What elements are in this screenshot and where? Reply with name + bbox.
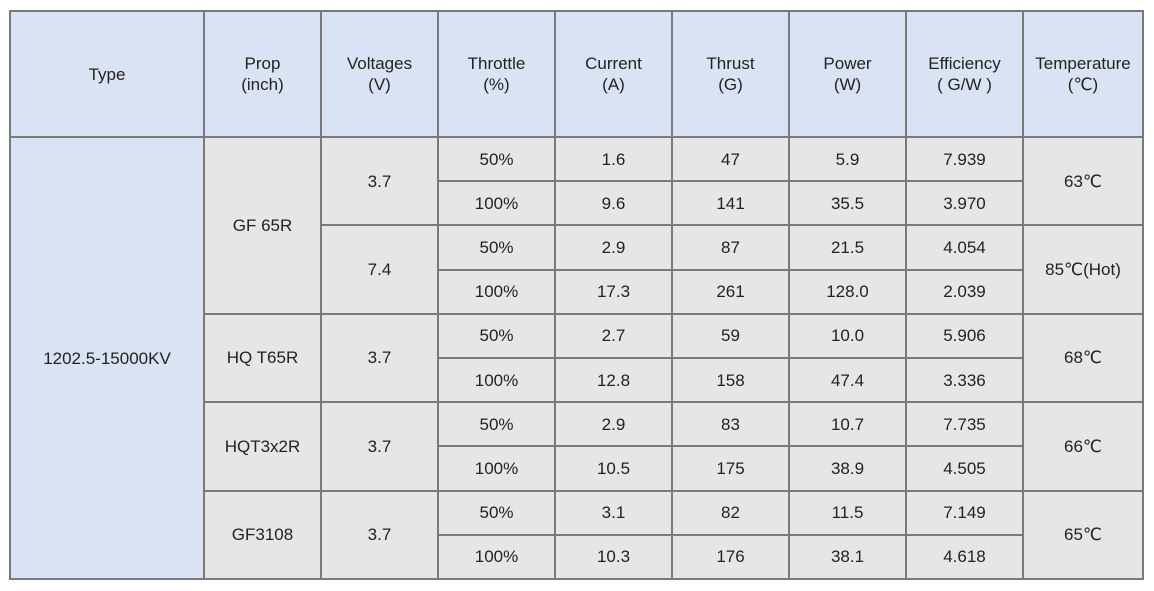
throttle-cell: 50% bbox=[437, 401, 556, 448]
thrust-cell: 158 bbox=[671, 356, 790, 404]
efficiency-cell: 2.039 bbox=[905, 268, 1024, 315]
header-prop: Prop (inch) bbox=[203, 10, 322, 138]
temperature-cell: 68℃ bbox=[1022, 312, 1144, 404]
table-row: 100% 17.3 261 128.0 2.039 bbox=[10, 268, 1143, 315]
thrust-cell: 261 bbox=[671, 268, 790, 315]
efficiency-cell: 5.906 bbox=[905, 312, 1024, 359]
table-row: HQT3x2R 3.7 50% 2.9 83 10.7 7.735 66℃ bbox=[10, 401, 1144, 492]
temperature-cell: 85℃(Hot) bbox=[1022, 224, 1144, 315]
power-cell: 21.5 bbox=[788, 224, 907, 271]
efficiency-cell: 4.618 bbox=[905, 533, 1024, 581]
header-current: Current (A) bbox=[554, 10, 673, 138]
type-cell: 1202.5-15000KV bbox=[9, 136, 205, 580]
power-cell: 128.0 bbox=[788, 268, 907, 315]
table-row: 7.4 50% 2.9 87 21.5 4.054 85℃(Hot) bbox=[10, 224, 1144, 315]
throttle-cell: 100% bbox=[437, 445, 556, 492]
current-cell: 2.9 bbox=[554, 224, 673, 271]
voltage-cell: 3.7 bbox=[320, 312, 439, 404]
motor-spec-table: Type Prop (inch) Voltages (V) Throttle (%) … bbox=[9, 10, 1144, 581]
throttle-cell: 100% bbox=[437, 356, 556, 404]
table-body: 1202.5-15000KV GF 65R 3.7 50% 1.6 47 5.9… bbox=[9, 135, 1144, 581]
power-cell: 47.4 bbox=[788, 356, 907, 404]
table-row: 100% 12.8 158 47.4 3.336 bbox=[10, 356, 1143, 404]
header-row: Type Prop (inch) Voltages (V) Throttle (%) … bbox=[9, 10, 1144, 138]
header-thrust: Thrust (G) bbox=[671, 10, 790, 138]
power-cell: 35.5 bbox=[788, 180, 907, 227]
throttle-cell: 50% bbox=[437, 489, 556, 536]
current-cell: 9.6 bbox=[554, 180, 673, 227]
efficiency-cell: 7.149 bbox=[905, 489, 1024, 536]
header-throttle: Throttle (%) bbox=[437, 10, 556, 138]
power-cell: 5.9 bbox=[788, 135, 907, 183]
table-row: 100% 9.6 141 35.5 3.970 bbox=[10, 180, 1143, 227]
current-cell: 1.6 bbox=[554, 135, 673, 183]
current-cell: 2.7 bbox=[554, 312, 673, 359]
table-header: Type Prop (inch) Voltages (V) Throttle (%) … bbox=[9, 10, 1144, 138]
throttle-cell: 50% bbox=[437, 135, 556, 183]
table-row: HQ T65R 3.7 50% 2.7 59 10.0 5.906 68℃ bbox=[10, 312, 1144, 404]
thrust-cell: 176 bbox=[671, 533, 790, 581]
throttle-cell: 100% bbox=[437, 268, 556, 315]
current-cell: 12.8 bbox=[554, 356, 673, 404]
prop-cell: GF3108 bbox=[203, 489, 322, 580]
voltage-cell: 3.7 bbox=[320, 135, 439, 227]
temperature-cell: 66℃ bbox=[1022, 401, 1144, 492]
thrust-cell: 59 bbox=[671, 312, 790, 359]
voltage-cell: 3.7 bbox=[320, 401, 439, 492]
table-row: 100% 10.5 175 38.9 4.505 bbox=[10, 445, 1143, 492]
thrust-cell: 83 bbox=[671, 401, 790, 448]
efficiency-cell: 4.054 bbox=[905, 224, 1024, 271]
temperature-cell: 65℃ bbox=[1022, 489, 1144, 580]
header-efficiency: Efficiency( G/W ) bbox=[905, 10, 1024, 138]
thrust-cell: 47 bbox=[671, 135, 790, 183]
power-cell: 10.7 bbox=[788, 401, 907, 448]
thrust-cell: 87 bbox=[671, 224, 790, 271]
thrust-cell: 175 bbox=[671, 445, 790, 492]
header-power: Power (W) bbox=[788, 10, 907, 138]
current-cell: 3.1 bbox=[554, 489, 673, 536]
prop-cell: HQT3x2R bbox=[203, 401, 322, 492]
efficiency-cell: 4.505 bbox=[905, 445, 1024, 492]
table-row: GF3108 3.7 50% 3.1 82 11.5 7.149 65℃ bbox=[10, 489, 1144, 580]
power-cell: 11.5 bbox=[788, 489, 907, 536]
current-cell: 10.5 bbox=[554, 445, 673, 492]
header-temperature: Temperature (℃) bbox=[1022, 10, 1144, 138]
efficiency-cell: 3.336 bbox=[905, 356, 1024, 404]
current-cell: 10.3 bbox=[554, 533, 673, 581]
temperature-cell: 63℃ bbox=[1022, 135, 1144, 227]
efficiency-cell: 7.939 bbox=[905, 135, 1024, 183]
efficiency-cell: 7.735 bbox=[905, 401, 1024, 448]
header-type: Type bbox=[9, 10, 205, 138]
thrust-cell: 141 bbox=[671, 180, 790, 227]
throttle-cell: 50% bbox=[437, 224, 556, 271]
throttle-cell: 50% bbox=[437, 312, 556, 359]
header-voltages: Voltages (V) bbox=[320, 10, 439, 138]
voltage-cell: 7.4 bbox=[320, 224, 439, 315]
current-cell: 2.9 bbox=[554, 401, 673, 448]
current-cell: 17.3 bbox=[554, 268, 673, 315]
prop-cell: HQ T65R bbox=[203, 312, 322, 404]
throttle-cell: 100% bbox=[437, 180, 556, 227]
power-cell: 38.9 bbox=[788, 445, 907, 492]
thrust-cell: 82 bbox=[671, 489, 790, 536]
throttle-cell: 100% bbox=[437, 533, 556, 581]
table-row: 1202.5-15000KV GF 65R 3.7 50% 1.6 47 5.9… bbox=[9, 135, 1144, 580]
prop-cell: GF 65R bbox=[203, 136, 322, 315]
voltage-cell: 3.7 bbox=[320, 489, 439, 580]
power-cell: 38.1 bbox=[788, 533, 907, 581]
table-row: 100% 10.3 176 38.1 4.618 bbox=[10, 533, 1143, 581]
power-cell: 10.0 bbox=[788, 312, 907, 359]
efficiency-cell: 3.970 bbox=[905, 180, 1024, 227]
